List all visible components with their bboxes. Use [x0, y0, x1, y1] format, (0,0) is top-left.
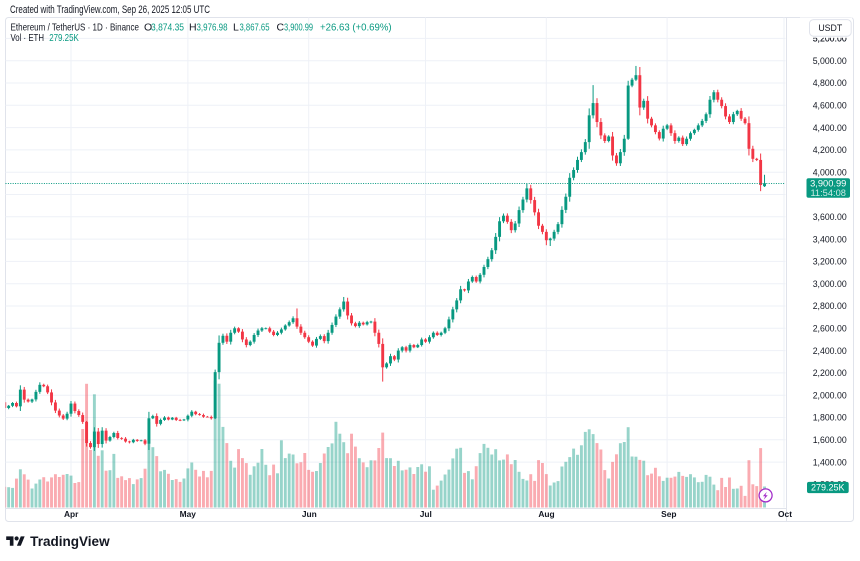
svg-text:USDT: USDT — [818, 23, 843, 33]
svg-text:3,400.00: 3,400.00 — [813, 234, 847, 244]
svg-text:Sep: Sep — [661, 509, 676, 519]
svg-text:Vol · ETH: Vol · ETH — [11, 32, 45, 44]
svg-text:3,900.99: 3,900.99 — [810, 179, 846, 189]
svg-text:Aug: Aug — [538, 509, 554, 519]
svg-text:4,800.00: 4,800.00 — [813, 78, 847, 88]
svg-text:4,600.00: 4,600.00 — [813, 101, 847, 111]
svg-text:4,000.00: 4,000.00 — [813, 167, 847, 177]
svg-text:Oct: Oct — [778, 509, 792, 519]
svg-text:Created with TradingView.com,: Created with TradingView.com, Sep 26, 20… — [10, 4, 210, 16]
svg-text:2,200.00: 2,200.00 — [813, 368, 847, 378]
svg-text:2,800.00: 2,800.00 — [813, 301, 847, 311]
svg-text:5,200.00: 5,200.00 — [813, 34, 847, 44]
svg-text:5,200.00: 5,200.00 — [813, 34, 847, 44]
svg-text:Jul: Jul — [420, 509, 432, 519]
svg-text:2,600.00: 2,600.00 — [813, 324, 847, 334]
svg-text:3,874.35: 3,874.35 — [151, 22, 184, 34]
svg-text:11:54:08: 11:54:08 — [810, 188, 846, 198]
svg-text:3,200.00: 3,200.00 — [813, 257, 847, 267]
svg-text:3,000.00: 3,000.00 — [813, 279, 847, 289]
svg-text:Apr: Apr — [64, 509, 79, 519]
svg-text:4,400.00: 4,400.00 — [813, 123, 847, 133]
svg-text:279.25K: 279.25K — [49, 32, 79, 44]
svg-text:2,000.00: 2,000.00 — [813, 390, 847, 400]
svg-text:4,200.00: 4,200.00 — [813, 145, 847, 155]
svg-text:H: H — [189, 22, 197, 34]
svg-text:2,400.00: 2,400.00 — [813, 346, 847, 356]
svg-text:+26.63 (+0.69%): +26.63 (+0.69%) — [320, 22, 392, 34]
svg-text:C: C — [277, 22, 285, 34]
svg-text:Jun: Jun — [302, 509, 317, 519]
svg-text:279.25K: 279.25K — [811, 483, 845, 493]
svg-text:O: O — [144, 22, 152, 34]
svg-text:1,400.00: 1,400.00 — [813, 457, 847, 467]
svg-text:3,867.65: 3,867.65 — [240, 22, 270, 34]
svg-text:TradingView: TradingView — [30, 534, 110, 549]
svg-text:3,600.00: 3,600.00 — [813, 212, 847, 222]
svg-text:3,900.99: 3,900.99 — [284, 22, 313, 34]
svg-text:Ethereum / TetherUS · 1D · Bin: Ethereum / TetherUS · 1D · Binance — [11, 22, 140, 34]
svg-text:5,000.00: 5,000.00 — [813, 56, 847, 66]
svg-text:1,800.00: 1,800.00 — [813, 413, 847, 423]
svg-text:May: May — [180, 509, 197, 519]
svg-text:L: L — [233, 22, 239, 34]
svg-text:3,976.98: 3,976.98 — [197, 22, 228, 34]
svg-text:1,600.00: 1,600.00 — [813, 435, 847, 445]
